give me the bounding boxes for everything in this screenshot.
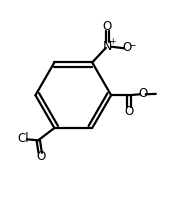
Text: O: O (138, 87, 148, 100)
Text: Cl: Cl (17, 132, 29, 145)
Text: +: + (109, 37, 116, 46)
Text: O: O (124, 105, 134, 118)
Text: O: O (123, 41, 132, 54)
Text: N: N (103, 40, 112, 53)
Text: −: − (128, 40, 136, 49)
Text: O: O (36, 150, 45, 163)
Text: O: O (103, 20, 112, 33)
